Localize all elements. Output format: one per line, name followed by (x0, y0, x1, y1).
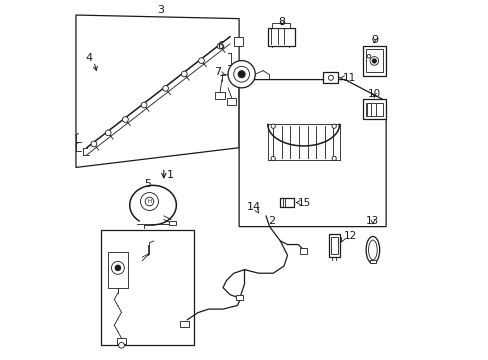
Bar (328, 234, 339, 257)
Circle shape (181, 71, 187, 77)
Bar (117, 338, 126, 343)
Text: 12: 12 (344, 231, 357, 240)
Circle shape (141, 102, 147, 108)
Circle shape (328, 75, 333, 80)
Text: 5: 5 (144, 179, 151, 189)
Circle shape (163, 86, 168, 91)
Ellipse shape (366, 237, 379, 264)
Circle shape (91, 141, 97, 147)
Bar (180, 320, 188, 327)
Polygon shape (239, 80, 386, 226)
Text: 6: 6 (217, 41, 224, 50)
Ellipse shape (368, 240, 376, 260)
Circle shape (111, 261, 124, 274)
Bar (330, 237, 337, 254)
Bar (362, 45, 386, 76)
Text: 3: 3 (157, 5, 163, 15)
Bar (267, 28, 294, 45)
Bar (366, 49, 382, 72)
Circle shape (122, 117, 128, 122)
Bar (279, 198, 293, 207)
Circle shape (331, 156, 336, 161)
Text: 10: 10 (367, 89, 380, 99)
Text: 1: 1 (166, 170, 173, 180)
Circle shape (198, 58, 204, 63)
Circle shape (140, 193, 158, 211)
Bar (233, 37, 242, 45)
Bar (169, 221, 176, 225)
Bar (300, 248, 306, 253)
Circle shape (119, 342, 124, 348)
Bar (235, 295, 242, 300)
Circle shape (369, 57, 378, 65)
Bar (272, 23, 290, 28)
Circle shape (371, 59, 376, 63)
Text: 9: 9 (370, 35, 377, 45)
Bar (323, 72, 338, 83)
Bar (101, 230, 194, 345)
Circle shape (145, 197, 153, 206)
Text: 2: 2 (267, 216, 274, 226)
Bar (362, 99, 386, 119)
Circle shape (270, 124, 275, 129)
Circle shape (115, 265, 121, 271)
Bar (108, 252, 128, 288)
Text: 13: 13 (366, 216, 379, 226)
Text: 11: 11 (343, 73, 356, 83)
Bar (369, 260, 375, 263)
Circle shape (233, 66, 249, 82)
Text: 7: 7 (214, 67, 221, 77)
Circle shape (105, 130, 111, 136)
Circle shape (366, 54, 370, 58)
Circle shape (227, 60, 255, 88)
Bar (365, 103, 382, 116)
Text: H: H (147, 199, 151, 204)
Circle shape (270, 156, 275, 161)
Circle shape (217, 43, 223, 49)
Circle shape (331, 124, 336, 129)
Circle shape (238, 71, 244, 78)
Polygon shape (76, 15, 239, 167)
Bar (214, 92, 225, 99)
Text: 14: 14 (246, 202, 260, 212)
Text: 8: 8 (278, 17, 285, 27)
Text: 15: 15 (297, 198, 310, 208)
Text: 4: 4 (85, 53, 92, 63)
Bar (227, 98, 236, 105)
